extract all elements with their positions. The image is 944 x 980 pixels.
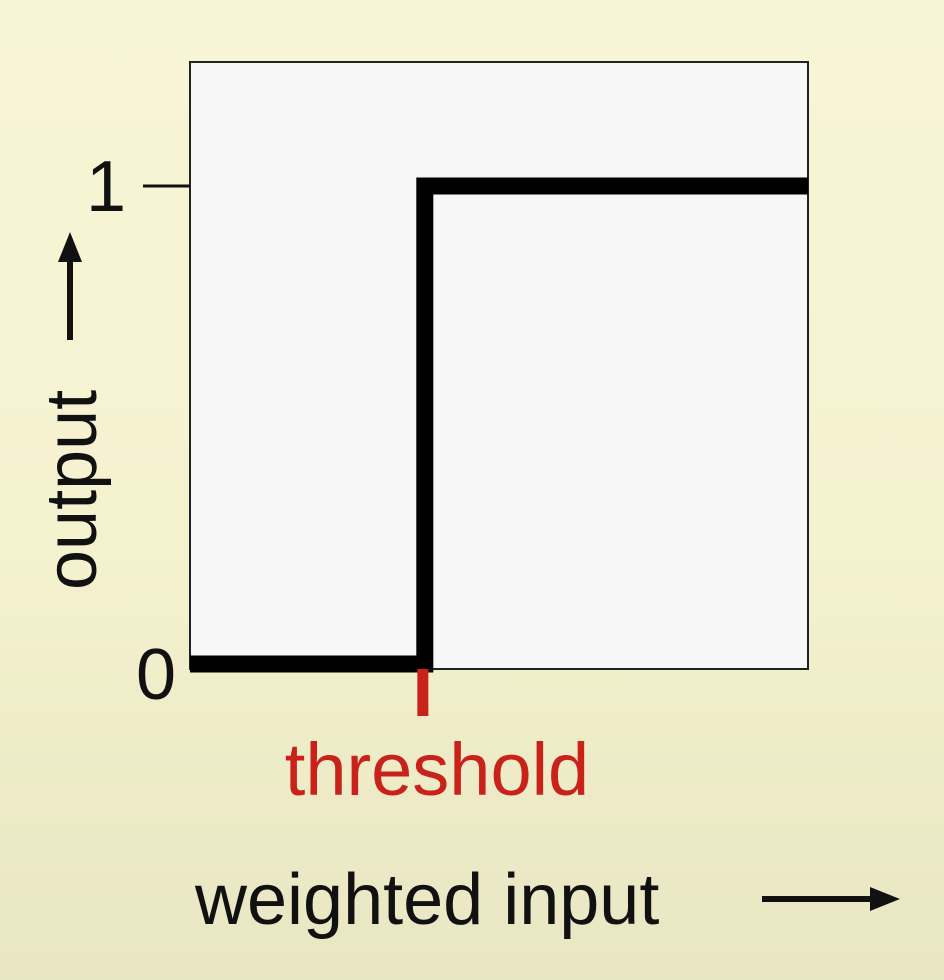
- y-tick-label-1: 1: [86, 147, 126, 227]
- y-axis-arrow-icon: [58, 232, 82, 340]
- y-tick-label-0: 0: [136, 635, 176, 715]
- threshold-label: threshold: [285, 728, 589, 811]
- step-function-line: [190, 177, 808, 673]
- y-axis-label: output: [32, 390, 112, 590]
- plot-area: [189, 61, 809, 670]
- x-axis-arrow-icon: [762, 887, 900, 911]
- x-axis-label: weighted input: [194, 860, 659, 940]
